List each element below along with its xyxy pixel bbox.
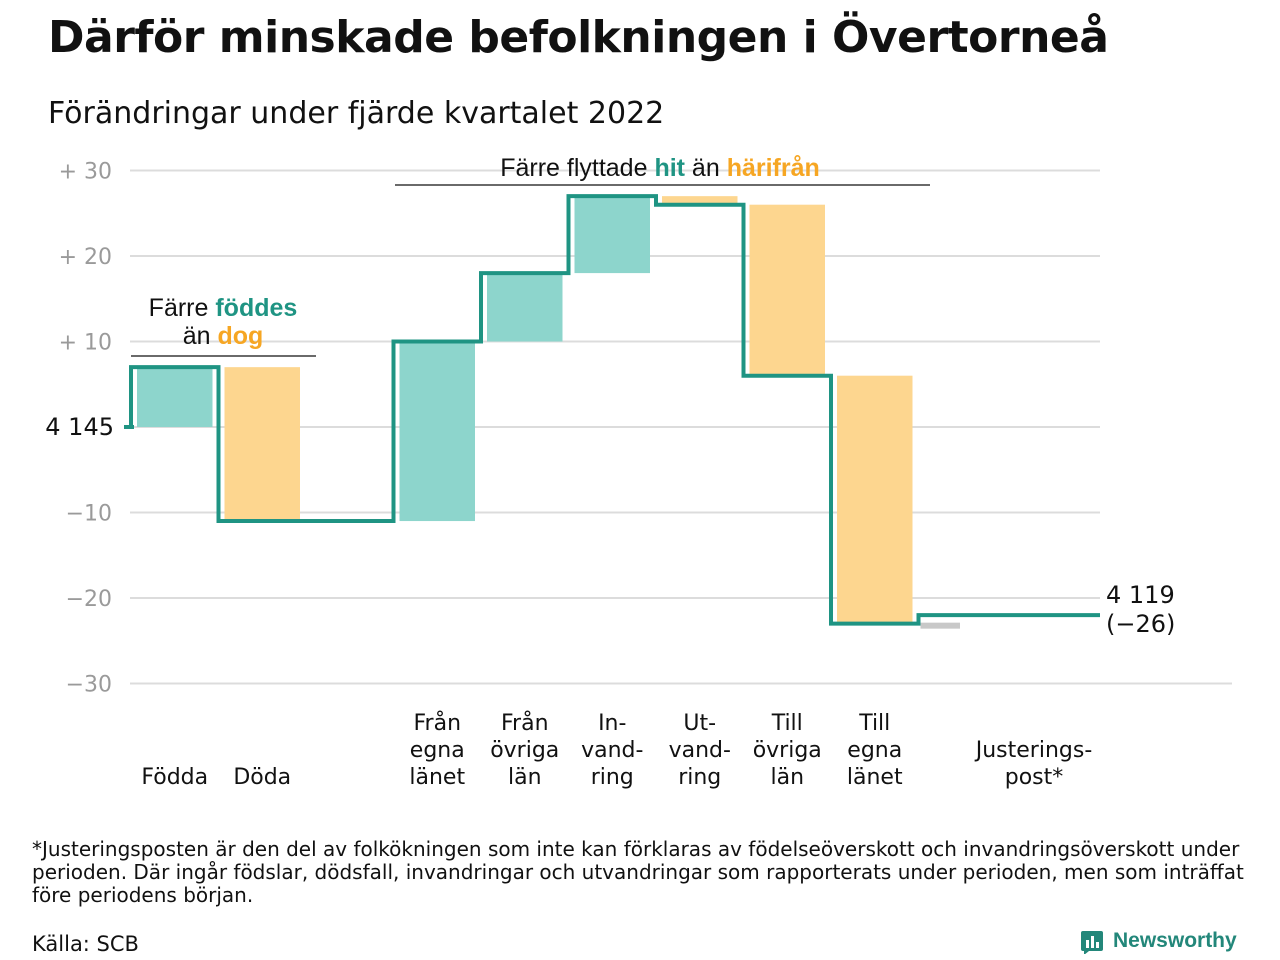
annotation-births-line1: Färre föddes — [149, 294, 298, 322]
source-label: Källa: SCB — [32, 932, 139, 956]
y-tick-label: −10 — [66, 502, 112, 527]
chart-subtitle: Förändringar under fjärde kvartalet 2022 — [48, 96, 665, 131]
bar-till-egna — [837, 375, 913, 624]
category-label-line: Från — [413, 710, 461, 736]
y-tick-label: + 20 — [59, 245, 112, 270]
bar-fodda — [137, 367, 213, 427]
bar-fran-ovriga — [487, 273, 563, 342]
y-tick-label: −30 — [66, 673, 112, 698]
cumulative-step-line — [129, 194, 1100, 626]
category-label-line: övriga — [490, 738, 559, 763]
category-label-line: vand- — [669, 738, 731, 763]
category-label-line: länet — [847, 765, 903, 790]
category-label-line: Från — [501, 710, 549, 736]
bar-invandring — [574, 196, 650, 274]
annotation-highlight-teal: föddes — [215, 294, 297, 322]
bar-justering — [920, 622, 960, 629]
category-label-till-egna: Till egna länet — [847, 711, 903, 790]
end-value-label: 4 119 — [1106, 581, 1175, 609]
bar-fran-egna — [399, 341, 475, 522]
category-label-line: ring — [591, 765, 634, 790]
category-label-invandring: In-vand-ring — [581, 711, 643, 790]
category-label-till-ovriga: Till övriga län — [753, 711, 822, 790]
category-label-line: post* — [1005, 765, 1064, 790]
category-label-line: Födda — [141, 765, 208, 790]
category-label-line: In- — [598, 711, 626, 736]
y-tick-label: + 10 — [59, 331, 112, 356]
start-value-label: 4 145 — [45, 413, 114, 441]
category-label-line: Ut- — [683, 711, 716, 736]
category-label-line: Döda — [233, 765, 291, 790]
annotation-moves: Färre flyttade hit än härifrån — [395, 154, 930, 186]
category-label-fodda: Födda — [141, 765, 208, 790]
annotation-highlight-teal: hit — [654, 154, 685, 182]
annotation-births-line2: än dog — [183, 322, 264, 350]
annotation-moves-text: Färre flyttade hit än härifrån — [500, 154, 820, 182]
category-label-line: län — [508, 765, 542, 790]
category-label-line: egna — [410, 738, 465, 763]
page-title: Därför minskade befolkningen i Övertorne… — [48, 12, 1109, 63]
category-label-doda: Döda — [233, 765, 291, 790]
category-label-line: länet — [409, 765, 465, 790]
annotation-highlight-orange: dog — [217, 322, 263, 350]
bar-doda — [224, 367, 300, 522]
annotation-text: Färre — [149, 294, 216, 322]
brand-logo: Newsworthy — [1080, 928, 1237, 954]
footnote: *Justeringsposten är den del av folkökni… — [32, 837, 1244, 907]
category-label-line: egna — [847, 738, 902, 763]
end-change-label: (−26) — [1106, 610, 1175, 638]
category-label-line: Till — [858, 711, 890, 736]
bar-utvandring — [662, 196, 738, 205]
category-label-justering: Justerings-post* — [974, 738, 1093, 790]
y-tick-label: −20 — [66, 587, 112, 612]
category-label-fran-ovriga: Från övriga län — [490, 710, 559, 790]
waterfall-chart: + 30 + 20 + 10 −10 −20 −30 4 145 4 119(−26) Född… — [45, 154, 1232, 790]
y-tick-label: + 30 — [59, 160, 112, 185]
annotation-text: än — [183, 322, 218, 350]
category-label-fran-egna: Från egna länet — [409, 710, 465, 790]
category-label-line: Till — [771, 711, 803, 736]
waterfall-bars — [137, 196, 960, 629]
category-label-line: län — [770, 765, 804, 790]
annotation-text: än — [685, 154, 727, 182]
newsworthy-logo-icon — [1081, 931, 1103, 954]
annotation-text: Färre flyttade — [500, 154, 654, 182]
category-label-line: Justerings- — [974, 738, 1093, 763]
category-label-line: ring — [678, 765, 721, 790]
annotation-highlight-orange: härifrån — [727, 154, 820, 182]
category-label-line: övriga — [753, 738, 822, 763]
bar-till-ovriga — [749, 204, 825, 376]
category-label-line: vand- — [581, 738, 643, 763]
category-label-utvandring: Ut-vand-ring — [669, 711, 731, 790]
brand-name: Newsworthy — [1113, 929, 1237, 952]
